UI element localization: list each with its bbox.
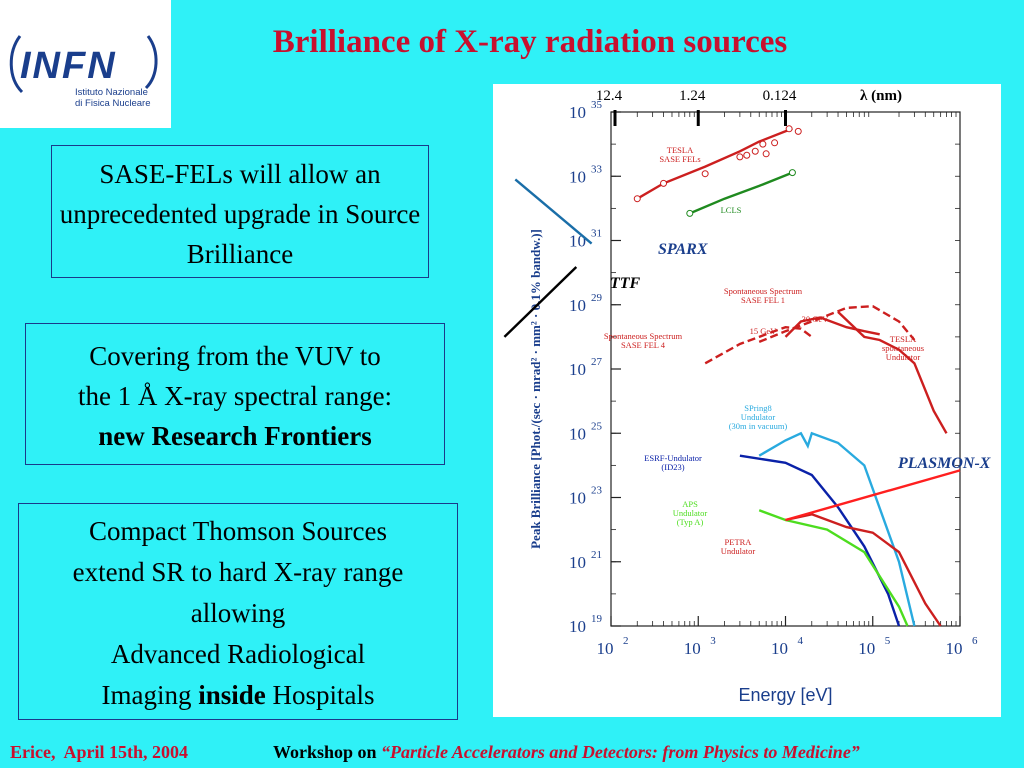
x-tick-label: 10 <box>597 639 614 658</box>
infn-logo: INFN Istituto Nazionale di Fisica Nuclea… <box>0 0 171 128</box>
footer-workshop: Workshop on “Particle Accelerators and D… <box>273 742 860 763</box>
series-label: PETRA Undulator <box>721 537 756 556</box>
sase-fel-box: SASE-FELs will allow an unprecedented up… <box>51 145 429 278</box>
y-tick-label: 10 <box>569 296 586 315</box>
marker-lcls <box>686 209 694 217</box>
footer-workshop-lead: Workshop on <box>273 742 382 762</box>
series-30-gev <box>837 311 948 434</box>
vuv-range-box: Covering from the VUV to the 1 Å X-ray s… <box>25 323 445 465</box>
brilliance-chart: 10 2 10 3 10 4 10 5 10 6 10 19 10 21 10 23 10 25 10 27 10 29 1… <box>503 88 978 705</box>
x-tick-exp: 5 <box>885 635 891 647</box>
marker-tesla-sase-fels <box>785 125 793 133</box>
series-label: 15 GeV <box>750 326 778 336</box>
marker-tesla-sase-fels <box>771 139 779 147</box>
lambda-tick-label: 0.124 <box>763 88 797 104</box>
y-tick-exp: 19 <box>591 613 603 625</box>
x-tick-label: 10 <box>771 639 788 658</box>
series-spring8-undulator-30m-in-vacuum <box>758 431 916 627</box>
footer-workshop-title: “Particle Accelerators and Detectors: fr… <box>381 742 860 762</box>
series-spontaneous-spectrum-sase-fel-1 <box>758 304 916 344</box>
series-15-gev <box>784 316 880 338</box>
y-tick-exp: 29 <box>591 292 603 304</box>
series-label: ESRF-Undulator (ID23) <box>644 453 702 472</box>
series-petra-undulator <box>785 513 942 627</box>
vuv-line-3: new Research Frontiers <box>98 421 372 451</box>
series-esrf-undulator-id23 <box>739 454 901 627</box>
series-label: TESLA SASE FELs <box>659 145 700 164</box>
lambda-axis-label: λ (nm) <box>860 88 902 104</box>
y-tick-label: 10 <box>569 360 586 379</box>
brilliance-chart-panel: 10 2 10 3 10 4 10 5 10 6 10 19 10 21 10 23 10 25 10 27 10 29 1… <box>493 84 1001 717</box>
y-tick-label: 10 <box>569 617 586 636</box>
thomson-line-3: allowing <box>190 598 286 628</box>
y-tick-label: 10 <box>569 232 586 251</box>
y-tick-label: 10 <box>569 489 586 508</box>
marker-lcls <box>788 169 796 177</box>
x-axis-label: Energy [eV] <box>738 685 832 705</box>
y-tick-exp: 33 <box>591 163 603 175</box>
vuv-line-1: Covering from the VUV to <box>89 341 381 371</box>
x-tick-label: 10 <box>684 639 701 658</box>
series-label: Spontaneous Spectrum SASE FEL 4 <box>604 331 683 350</box>
marker-tesla-sase-fels <box>751 147 759 155</box>
series-label: LCLS <box>721 205 742 215</box>
thomson-line-2: extend SR to hard X-ray range <box>72 557 404 587</box>
series-aps-undulator-typ-a <box>758 509 909 627</box>
logo-line2: di Fisica Nucleare <box>75 98 151 109</box>
footer: Erice, April 15th, 2004 Workshop on “Par… <box>0 740 1024 768</box>
y-tick-exp: 25 <box>591 420 603 432</box>
thomson-line-5: Imaging inside Hospitals <box>101 680 375 710</box>
thomson-line-1: Compact Thomson Sources <box>89 516 387 546</box>
y-axis-label: Peak Brilliance [Phot./(sec · mrad² · mm… <box>528 229 543 549</box>
series-label: 30 GeV <box>802 314 830 324</box>
x-tick-label: 10 <box>858 639 875 658</box>
y-tick-label: 10 <box>569 103 586 122</box>
y-tick-exp: 31 <box>591 228 602 240</box>
marker-tesla-sase-fels <box>633 195 641 203</box>
y-tick-exp: 35 <box>591 99 603 111</box>
marker-tesla-sase-fels <box>701 170 709 178</box>
series-ttf <box>503 266 578 338</box>
x-tick-exp: 3 <box>710 635 716 647</box>
logo-wordmark: INFN <box>20 45 117 87</box>
series-plasmon-x <box>785 469 961 522</box>
marker-tesla-sase-fels <box>660 179 668 187</box>
thomson-sources-box: Compact Thomson Sources extend SR to har… <box>18 503 458 720</box>
lambda-tick-label: 12.4 <box>596 88 623 104</box>
series-label: TESLA spontaneous Undulator <box>882 334 924 362</box>
series-label: Spontaneous Spectrum SASE FEL 1 <box>724 286 803 305</box>
marker-tesla-sase-fels <box>759 140 767 148</box>
lambda-tick-label: 1.24 <box>679 88 706 104</box>
thomson-inside-word: inside <box>198 680 266 710</box>
x-tick-exp: 6 <box>972 635 978 647</box>
marker-tesla-sase-fels <box>743 151 751 159</box>
x-tick-exp: 4 <box>798 635 804 647</box>
series-label: SPring8 Undulator (30m in vacuum) <box>729 403 788 431</box>
slide-title: Brilliance of X-ray radiation sources <box>272 24 788 60</box>
series-spontaneous-spectrum-sase-fel-4 <box>704 325 813 365</box>
sase-fel-text: SASE-FELs will allow an unprecedented up… <box>59 159 421 269</box>
marker-tesla-sase-fels <box>762 150 770 158</box>
logo-line1: Istituto Nazionale <box>75 87 148 98</box>
series-sparx <box>514 178 593 245</box>
marker-tesla-sase-fels <box>736 153 744 161</box>
series-label: APS Undulator (Typ A) <box>673 499 708 527</box>
y-tick-label: 10 <box>569 553 586 572</box>
y-tick-exp: 21 <box>591 549 602 561</box>
marker-tesla-sase-fels <box>794 127 802 135</box>
vuv-line-2: the 1 Å X-ray spectral range: <box>77 381 393 411</box>
thomson-line-4: Advanced Radiological <box>110 639 366 669</box>
footer-event: Erice, April 15th, 2004 <box>10 742 188 762</box>
series-lcls <box>689 171 793 215</box>
y-tick-exp: 27 <box>591 356 603 368</box>
y-tick-label: 10 <box>569 424 586 443</box>
x-tick-exp: 2 <box>623 635 629 647</box>
x-tick-label: 10 <box>946 639 963 658</box>
y-tick-exp: 23 <box>591 485 603 497</box>
y-tick-label: 10 <box>569 167 586 186</box>
plot-frame <box>610 111 961 627</box>
